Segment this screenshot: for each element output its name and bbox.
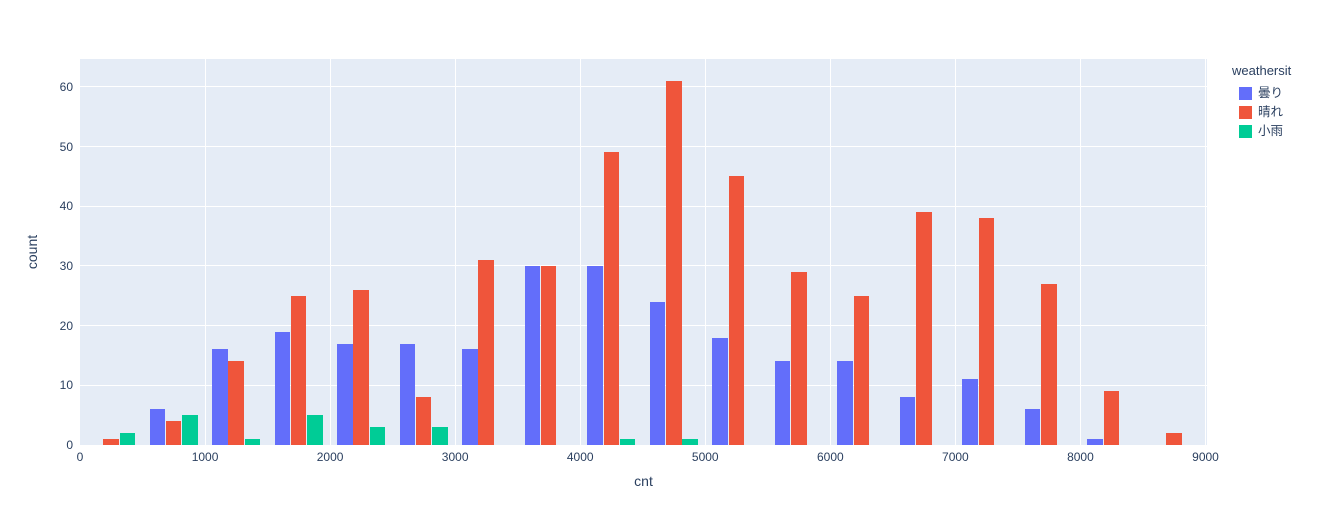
legend-label-晴れ: 晴れ <box>1258 104 1284 119</box>
bar-晴れ-bin-3000-3500[interactable] <box>478 259 494 445</box>
bar-曇り-bin-500-1000[interactable] <box>149 409 166 445</box>
x-gridline-9000 <box>1205 59 1206 445</box>
bar-曇り-bin-4000-4500[interactable] <box>587 265 603 445</box>
legend-swatch-晴れ <box>1239 105 1252 119</box>
x-tick-label-1000: 1000 <box>191 450 219 464</box>
x-gridline-3000 <box>454 59 456 445</box>
y-gridline-10 <box>80 384 1207 386</box>
bar-曇り-bin-8000-8500[interactable] <box>1087 439 1103 445</box>
legend-items: 曇り 晴れ 小雨 <box>1232 84 1291 140</box>
bar-晴れ-bin-6000-6500[interactable] <box>853 295 870 445</box>
bar-小雨-bin-2500-3000[interactable] <box>432 427 448 445</box>
legend-title: weathersit <box>1232 63 1292 78</box>
bar-晴れ-bin-6500-7000[interactable] <box>916 212 932 445</box>
bar-晴れ-bin-2500-3000[interactable] <box>415 397 432 445</box>
bar-晴れ-bin-4000-4500[interactable] <box>603 152 620 445</box>
bar-小雨-bin-4000-4500[interactable] <box>619 439 636 445</box>
x-gridline-6000 <box>829 59 831 445</box>
bar-晴れ-bin-5000-5500[interactable] <box>728 176 745 445</box>
y-tick-label-0: 0 <box>66 438 73 452</box>
bar-晴れ-bin-500-1000[interactable] <box>165 421 182 445</box>
bar-曇り-bin-3000-3500[interactable] <box>462 349 478 445</box>
bar-曇り-bin-1000-1500[interactable] <box>212 349 228 445</box>
legend-swatch-曇り <box>1239 86 1252 100</box>
bar-晴れ-bin-7500-8000[interactable] <box>1041 283 1057 445</box>
y-tick-label-10: 10 <box>59 378 73 393</box>
x-gridline-7000 <box>954 59 956 445</box>
bar-曇り-bin-5000-5500[interactable] <box>712 337 728 445</box>
x-tick-label-8000: 8000 <box>1067 450 1094 464</box>
bar-晴れ-bin-0-500[interactable] <box>103 439 119 445</box>
y-tick-label-20: 20 <box>59 318 73 333</box>
bar-晴れ-bin-8000-8500[interactable] <box>1103 391 1120 445</box>
bar-曇り-bin-7000-7500[interactable] <box>962 379 978 445</box>
bar-晴れ-bin-1500-2000[interactable] <box>290 295 307 445</box>
bar-小雨-bin-1500-2000[interactable] <box>307 415 323 445</box>
bar-晴れ-bin-7000-7500[interactable] <box>978 218 995 445</box>
x-tick-label-0: 0 <box>76 450 84 464</box>
x-tick-label-4000: 4000 <box>566 450 594 464</box>
y-gridline-50 <box>80 146 1207 147</box>
x-tick-label-5000: 5000 <box>691 450 719 464</box>
x-gridline-4000 <box>579 59 581 445</box>
bar-小雨-bin-500-1000[interactable] <box>182 415 198 445</box>
y-tick-label-50: 50 <box>59 139 73 154</box>
bar-小雨-bin-0-500[interactable] <box>119 433 136 445</box>
bar-小雨-bin-4500-5000[interactable] <box>682 439 698 445</box>
bar-曇り-bin-1500-2000[interactable] <box>274 331 291 445</box>
y-tick-label-40: 40 <box>59 199 73 214</box>
plot-area <box>80 59 1207 445</box>
x-gridline-8000 <box>1079 59 1081 445</box>
bar-晴れ-bin-5500-6000[interactable] <box>791 271 807 445</box>
x-axis-title: cnt <box>634 473 653 489</box>
x-tick-label-9000: 9000 <box>1192 450 1219 464</box>
x-gridline-5000 <box>704 59 706 445</box>
bar-曇り-bin-2000-2500[interactable] <box>337 343 353 445</box>
legend-label-小雨: 小雨 <box>1258 123 1284 138</box>
y-gridline-20 <box>80 325 1207 327</box>
bar-曇り-bin-5500-6000[interactable] <box>774 361 791 445</box>
y-tick-label-30: 30 <box>59 258 73 273</box>
legend-item-小雨[interactable]: 小雨 <box>1232 122 1291 140</box>
bar-晴れ-bin-4500-5000[interactable] <box>666 80 682 445</box>
y-gridline-40 <box>80 205 1207 207</box>
bar-曇り-bin-3500-4000[interactable] <box>524 265 541 445</box>
bar-曇り-bin-7500-8000[interactable] <box>1024 409 1041 445</box>
legend-item-曇り[interactable]: 曇り <box>1232 84 1291 102</box>
bar-曇り-bin-2500-3000[interactable] <box>399 343 416 445</box>
bar-曇り-bin-6000-6500[interactable] <box>837 361 853 445</box>
y-axis-title: count <box>24 234 40 270</box>
x-gridline-1000 <box>204 59 206 445</box>
bar-小雨-bin-1000-1500[interactable] <box>244 439 261 445</box>
legend-item-晴れ[interactable]: 晴れ <box>1232 103 1291 121</box>
x-gridline-2000 <box>329 59 331 445</box>
bar-曇り-bin-6500-7000[interactable] <box>899 397 916 445</box>
x-tick-label-3000: 3000 <box>441 450 469 464</box>
x-tick-label-6000: 6000 <box>816 450 844 464</box>
bar-晴れ-bin-1000-1500[interactable] <box>228 361 244 445</box>
bar-晴れ-bin-3500-4000[interactable] <box>540 265 557 445</box>
y-tick-label-60: 60 <box>59 79 73 94</box>
bar-晴れ-bin-8500-9000[interactable] <box>1166 433 1182 445</box>
x-tick-label-7000: 7000 <box>942 450 969 464</box>
bar-晴れ-bin-2000-2500[interactable] <box>353 289 369 445</box>
bar-小雨-bin-2000-2500[interactable] <box>369 427 386 445</box>
legend-label-曇り: 曇り <box>1258 85 1284 100</box>
x-tick-label-2000: 2000 <box>316 450 344 464</box>
bar-曇り-bin-4500-5000[interactable] <box>649 301 666 445</box>
y-gridline-30 <box>80 265 1207 267</box>
legend: weathersit 曇り晴れ小雨 <box>1232 63 1291 141</box>
legend-swatch-小雨 <box>1239 124 1252 138</box>
y-gridline-60 <box>80 86 1207 88</box>
